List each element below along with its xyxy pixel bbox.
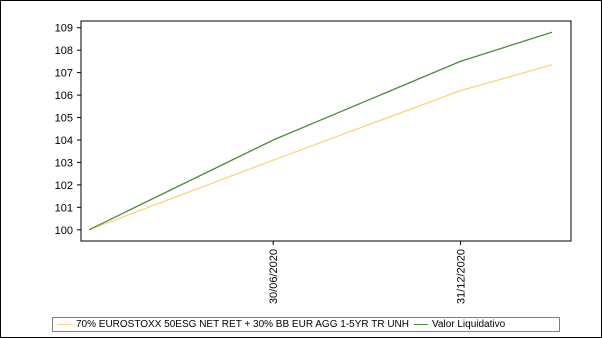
plot-area <box>80 20 572 242</box>
legend-label-nav: Valor Liquidativo <box>431 319 506 330</box>
y-tick-label: 100 <box>55 225 73 237</box>
y-tick-label: 101 <box>55 202 73 214</box>
y-tick-label: 109 <box>55 23 73 35</box>
y-tick-label: 102 <box>55 180 73 192</box>
legend-swatch-nav <box>413 324 428 325</box>
y-tick-label: 104 <box>55 135 73 147</box>
y-tick-label: 106 <box>55 90 73 102</box>
legend-label-benchmark: 70% EUROSTOXX 50ESG NET RET + 30% BB EUR… <box>76 319 409 330</box>
series-line-0 <box>88 64 553 231</box>
y-tick-label: 103 <box>55 157 73 169</box>
x-axis: 30/06/2020 31/12/2020 <box>268 241 467 304</box>
y-tick-label: 108 <box>55 45 73 57</box>
series-line-1 <box>88 31 553 231</box>
legend: 70% EUROSTOXX 50ESG NET RET + 30% BB EUR… <box>52 317 560 332</box>
series-layer <box>88 31 553 231</box>
y-tick-label: 107 <box>55 68 73 80</box>
legend-swatch-benchmark <box>58 324 72 325</box>
x-tick-label: 30/06/2020 <box>268 249 280 304</box>
legend-entry: 70% EUROSTOXX 50ESG NET RET + 30% BB EUR… <box>58 319 409 330</box>
y-tick-label: 105 <box>55 113 73 125</box>
x-tick-label: 31/12/2020 <box>455 249 467 304</box>
y-axis: 100 101 102 103 104 105 106 107 108 109 <box>55 23 81 237</box>
legend-entry: Valor Liquidativo <box>413 319 506 330</box>
